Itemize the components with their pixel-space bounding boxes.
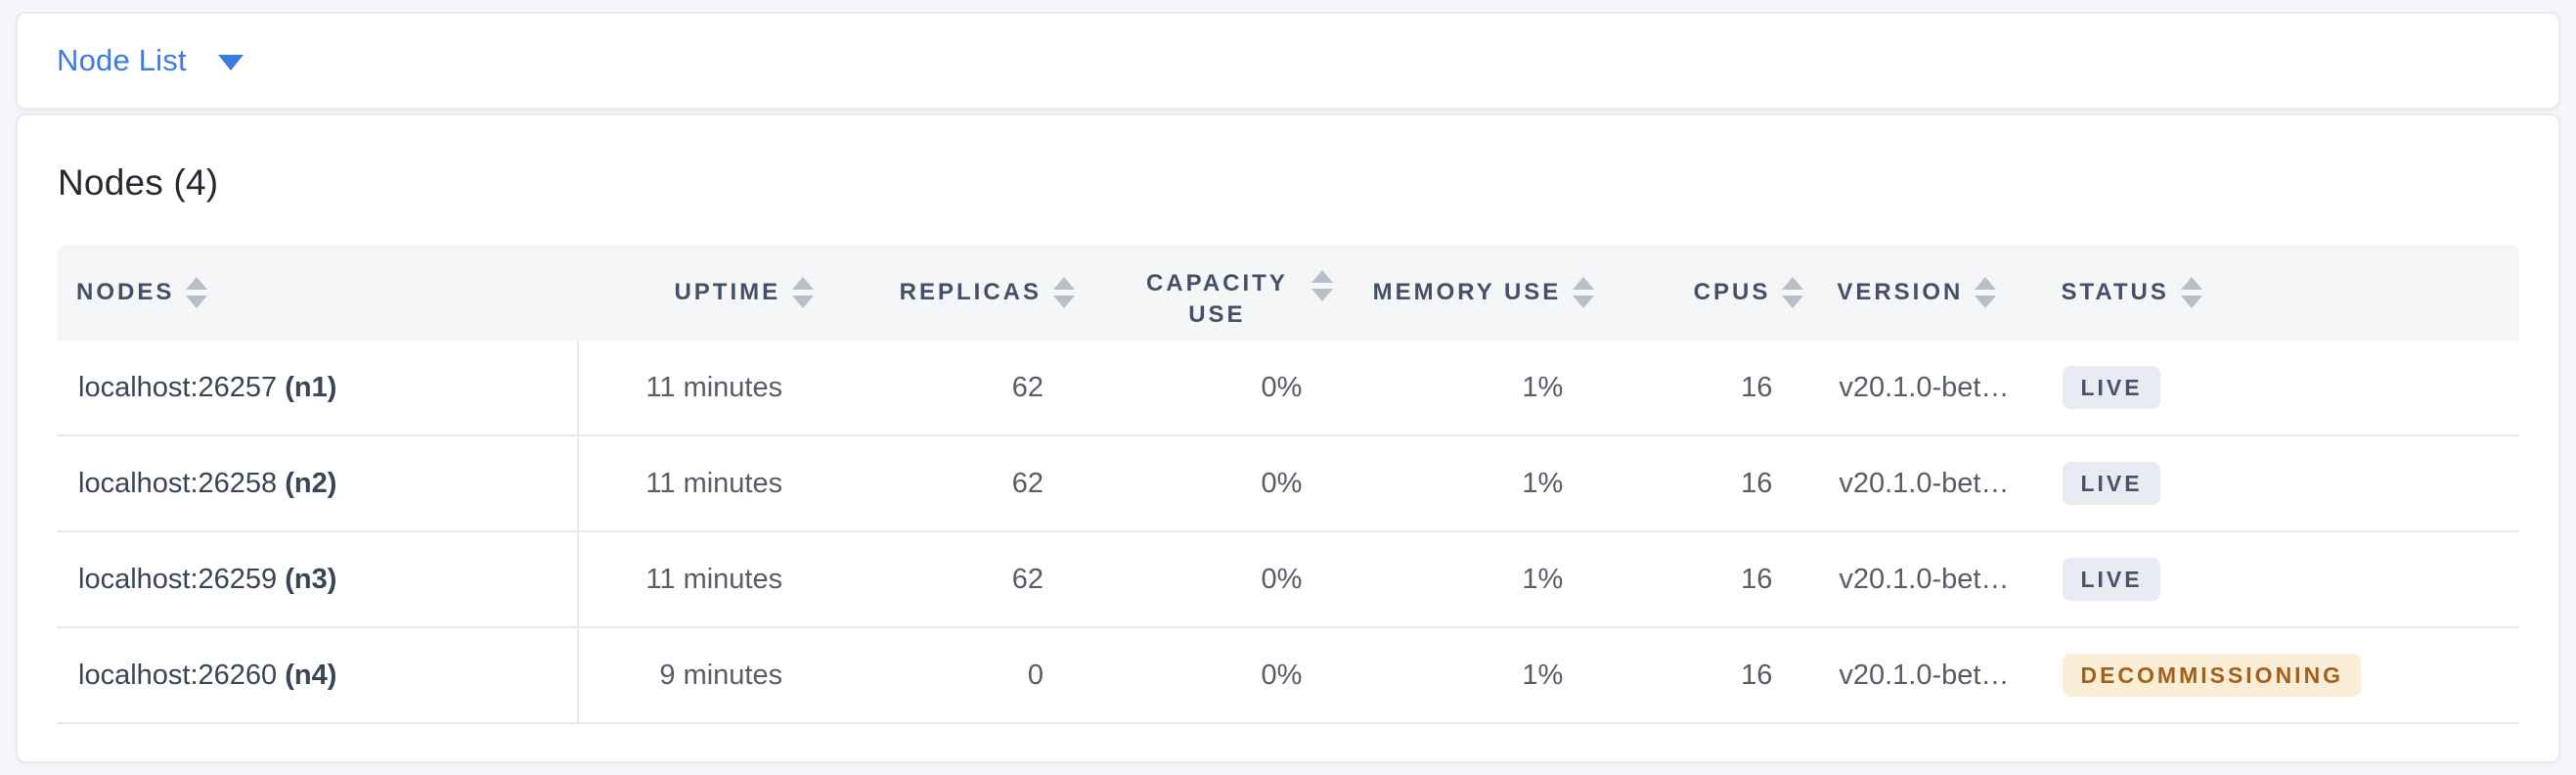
column-header-nodes[interactable]: Nodes: [57, 245, 579, 341]
node-address-cell: localhost:26257 (n1): [57, 341, 579, 436]
status-badge: LIVE: [2063, 365, 2160, 410]
column-header-replicas[interactable]: Replicas: [827, 245, 1089, 341]
uptime-cell: 9 minutes: [578, 628, 828, 724]
sort-icon: [1975, 277, 1997, 308]
table-row[interactable]: localhost:26259 (n3) 11 minutes 62 0% 1%…: [57, 532, 2519, 628]
status-cell: LIVE: [2041, 341, 2519, 436]
memory-use-cell: 1%: [1347, 628, 1609, 724]
version-cell: v20.1.0-bet…: [1817, 436, 2042, 532]
capacity-use-cell: 0%: [1088, 628, 1348, 724]
status-badge: LIVE: [2063, 461, 2160, 506]
status-cell: DECOMMISSIONING: [2041, 628, 2519, 724]
version-cell: v20.1.0-bet…: [1817, 628, 2042, 724]
cpus-cell: 16: [1608, 628, 1818, 724]
uptime-cell: 11 minutes: [578, 436, 828, 532]
memory-use-cell: 1%: [1347, 436, 1609, 532]
cpus-cell: 16: [1608, 436, 1818, 532]
replicas-cell: 62: [827, 341, 1089, 436]
column-header-status[interactable]: Status: [2041, 245, 2519, 341]
status-badge: DECOMMISSIONING: [2063, 653, 2362, 698]
view-dropdown-label: Node List: [57, 43, 187, 77]
table-row[interactable]: localhost:26260 (n4) 9 minutes 0 0% 1% 1…: [57, 628, 2519, 724]
replicas-cell: 62: [827, 532, 1089, 628]
nodes-card: Nodes (4) Nodes: [16, 114, 2560, 763]
status-badge: LIVE: [2063, 557, 2160, 602]
node-address-cell: localhost:26260 (n4): [57, 628, 579, 724]
capacity-use-cell: 0%: [1088, 436, 1348, 532]
uptime-cell: 11 minutes: [578, 532, 828, 628]
table-row[interactable]: localhost:26257 (n1) 11 minutes 62 0% 1%…: [57, 341, 2519, 436]
cpus-cell: 16: [1608, 532, 1818, 628]
column-header-version[interactable]: Version: [1817, 245, 2042, 341]
column-header-cpus[interactable]: CPUs: [1608, 245, 1818, 341]
capacity-use-cell: 0%: [1088, 341, 1348, 436]
view-dropdown[interactable]: Node List: [57, 43, 244, 78]
page-title: Nodes (4): [58, 162, 219, 203]
sort-icon: [1311, 270, 1334, 301]
memory-use-cell: 1%: [1347, 532, 1609, 628]
nodes-table: Nodes Uptime Replicas: [57, 245, 2519, 724]
sort-icon: [2180, 277, 2202, 308]
table-header: Nodes Uptime Replicas: [57, 245, 2519, 341]
sort-icon: [1782, 277, 1804, 308]
uptime-cell: 11 minutes: [578, 341, 828, 436]
view-selector-card: Node List: [16, 12, 2560, 110]
version-cell: v20.1.0-bet…: [1817, 532, 2042, 628]
sort-icon: [1053, 277, 1076, 308]
node-address-cell: localhost:26259 (n3): [57, 532, 579, 628]
memory-use-cell: 1%: [1347, 341, 1609, 436]
sort-icon: [792, 277, 815, 308]
column-header-capacity-use[interactable]: Capacity Use: [1088, 245, 1348, 341]
capacity-use-cell: 0%: [1088, 532, 1348, 628]
replicas-cell: 0: [827, 628, 1089, 724]
status-cell: LIVE: [2041, 532, 2519, 628]
cpus-cell: 16: [1608, 341, 1818, 436]
column-header-uptime[interactable]: Uptime: [578, 245, 828, 341]
status-cell: LIVE: [2041, 436, 2519, 532]
table-row[interactable]: localhost:26258 (n2) 11 minutes 62 0% 1%…: [57, 436, 2519, 532]
column-header-memory-use[interactable]: Memory Use: [1347, 245, 1609, 341]
node-address-cell: localhost:26258 (n2): [57, 436, 579, 532]
version-cell: v20.1.0-bet…: [1817, 341, 2042, 436]
sort-icon: [186, 277, 208, 308]
chevron-down-icon: [217, 55, 244, 70]
replicas-cell: 62: [827, 436, 1089, 532]
sort-icon: [1573, 277, 1595, 308]
